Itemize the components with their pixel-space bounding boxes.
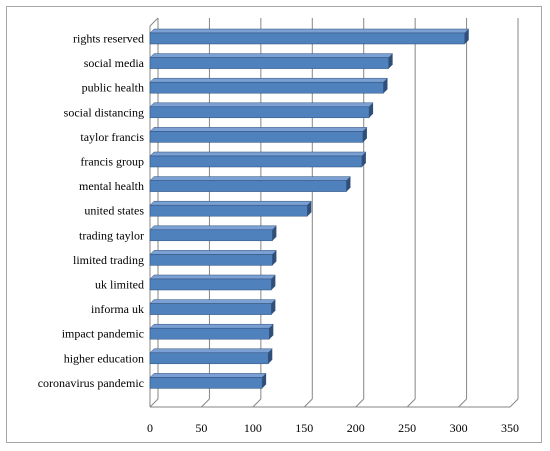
- bar-top-face: [149, 77, 389, 83]
- bar: [149, 200, 312, 217]
- bar-end-face: [272, 250, 277, 266]
- bar-end-face: [369, 102, 374, 118]
- bar-front-face: [149, 106, 370, 119]
- bar-front-face: [149, 204, 308, 217]
- bar-front-face: [149, 57, 389, 69]
- category-label: higher education: [64, 351, 144, 365]
- category-label: social distancing: [64, 105, 144, 119]
- bar-end-face: [383, 78, 388, 94]
- bar: [149, 373, 267, 389]
- bar: [149, 323, 274, 340]
- bar-front-face: [149, 131, 364, 143]
- bars: [149, 28, 470, 389]
- x-tick-label: 350: [501, 421, 519, 435]
- bar-top-face: [149, 53, 394, 58]
- floor-diagonal: [355, 398, 365, 408]
- bar-end-face: [388, 53, 393, 69]
- bar: [149, 176, 352, 192]
- bar: [149, 53, 394, 69]
- floor-diagonal: [252, 398, 262, 408]
- floor-diagonal: [458, 398, 467, 408]
- bar: [149, 102, 374, 119]
- bar-front-face: [149, 155, 363, 168]
- bar-end-face: [362, 127, 367, 143]
- bar-top-face: [149, 250, 278, 255]
- floor-diagonal: [201, 398, 210, 408]
- x-tick-label: 300: [450, 421, 468, 435]
- bar: [149, 250, 278, 266]
- x-tick-label: 250: [398, 421, 416, 435]
- bar-end-face: [262, 373, 267, 389]
- side-wall-top: [149, 17, 159, 27]
- bar-end-face: [271, 275, 276, 290]
- bar-end-face: [268, 348, 273, 364]
- category-label: limited trading: [73, 253, 144, 267]
- bar: [149, 28, 470, 45]
- bar-end-face: [346, 176, 351, 192]
- bar-front-face: [149, 180, 347, 192]
- bar-top-face: [149, 102, 374, 108]
- bar: [149, 274, 276, 291]
- floor-diagonal: [149, 398, 159, 408]
- bar-top-face: [149, 225, 278, 231]
- bar: [149, 225, 278, 242]
- floor-diagonal: [303, 398, 313, 408]
- x-tick-labels: 0 50 100 150 200 250 300 350: [147, 421, 519, 435]
- bar: [149, 77, 389, 94]
- category-label: francis group: [80, 155, 144, 169]
- bar-top-face: [149, 299, 276, 304]
- category-label: impact pandemic: [62, 327, 144, 341]
- floor-diagonal: [406, 398, 416, 408]
- bar-top-face: [149, 127, 368, 132]
- bar-front-face: [149, 254, 273, 266]
- bar-end-face: [272, 225, 277, 241]
- category-label: uk limited: [95, 278, 144, 292]
- x-tick-label: 200: [347, 421, 365, 435]
- floor-diagonal: [509, 398, 519, 408]
- category-label: informa uk: [91, 302, 144, 316]
- x-tick-label: 0: [147, 421, 153, 435]
- x-tick-label: 150: [295, 421, 313, 435]
- bar-front-face: [149, 377, 263, 389]
- category-label: social media: [84, 56, 145, 70]
- bar-top-face: [149, 323, 274, 329]
- category-label: united states: [84, 204, 144, 218]
- bar-top-face: [149, 28, 470, 34]
- category-label: coronavirus pandemic: [38, 376, 144, 390]
- bar-front-face: [149, 81, 384, 94]
- bar: [149, 299, 276, 315]
- bar-front-face: [149, 278, 272, 291]
- bar-end-face: [464, 29, 469, 44]
- x-tick-label: 100: [244, 421, 262, 435]
- bar-top-face: [149, 373, 267, 378]
- bar: [149, 127, 368, 143]
- bar-front-face: [149, 352, 269, 365]
- category-label: public health: [82, 81, 144, 95]
- bar-end-face: [307, 201, 312, 217]
- x-tick-label: 50: [195, 421, 207, 435]
- bar-end-face: [269, 324, 274, 340]
- bar-top-face: [149, 151, 367, 157]
- category-labels: rights reserved social media public health…: [38, 32, 145, 390]
- bar-chart: rights reserved social media public health…: [38, 17, 519, 435]
- bar-front-face: [149, 303, 272, 315]
- category-label: rights reserved: [73, 32, 144, 46]
- bar-front-face: [149, 229, 273, 242]
- bar-front-face: [149, 327, 270, 340]
- chart-frame: rights reserved social media public health…: [6, 6, 542, 443]
- bar-end-face: [271, 299, 276, 315]
- bar: [149, 151, 367, 168]
- bar-top-face: [149, 176, 352, 181]
- bar: [149, 348, 273, 365]
- category-label: mental health: [79, 179, 144, 193]
- bar-top-face: [149, 200, 312, 206]
- bar-top-face: [149, 348, 273, 354]
- category-label: trading taylor: [79, 228, 144, 242]
- bar-top-face: [149, 274, 276, 280]
- bar-front-face: [149, 32, 466, 45]
- bar-end-face: [361, 152, 366, 167]
- category-label: taylor francis: [80, 130, 144, 144]
